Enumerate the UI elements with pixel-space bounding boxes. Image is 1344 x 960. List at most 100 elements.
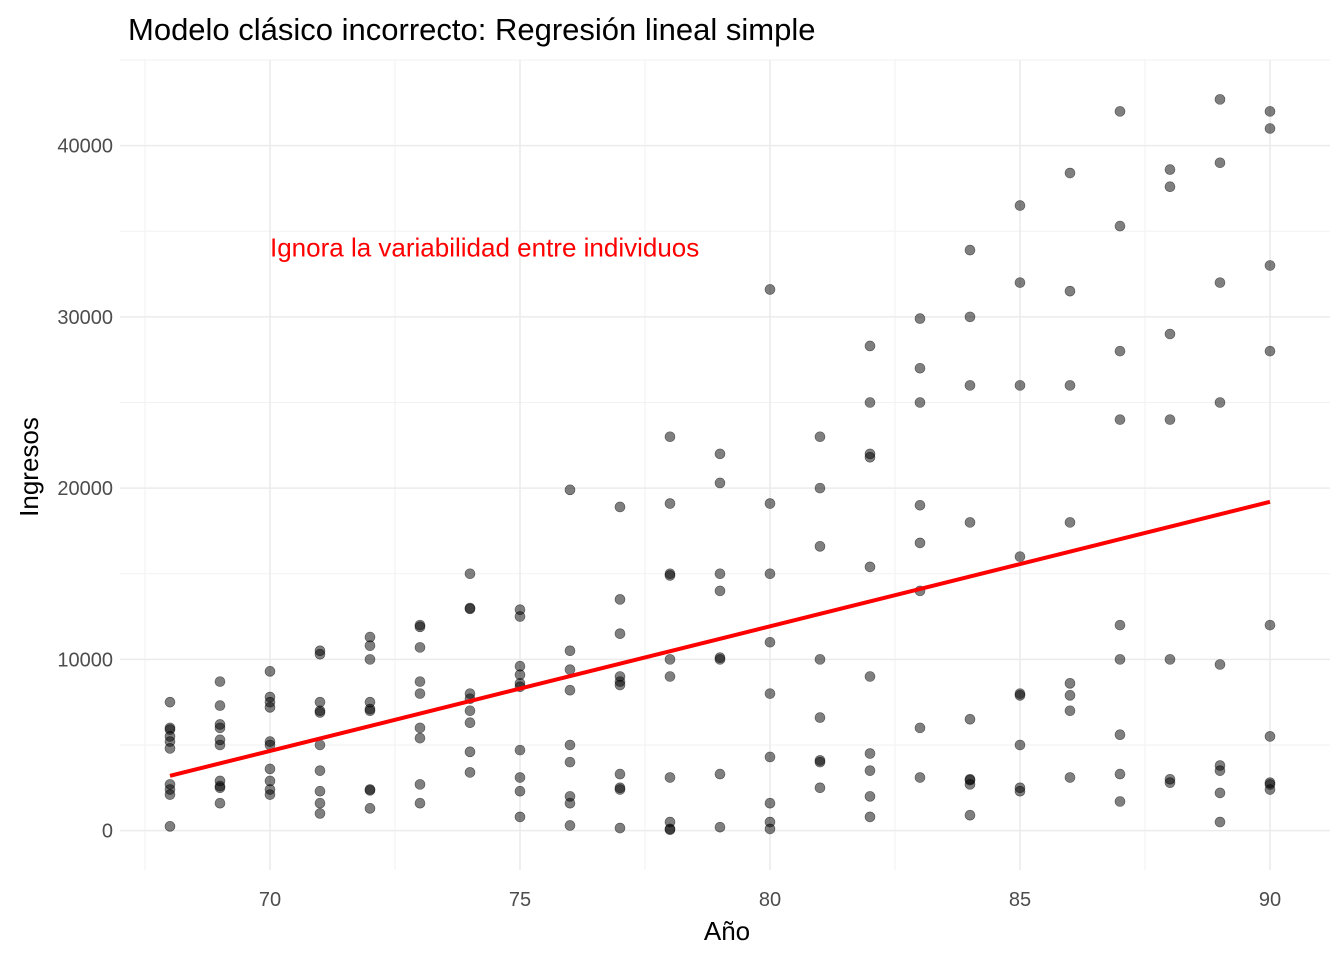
data-point <box>1164 777 1176 788</box>
data-point <box>764 823 776 835</box>
data-point <box>1064 705 1076 717</box>
data-point <box>164 821 176 832</box>
data-point <box>1214 277 1226 288</box>
data-point <box>914 362 926 374</box>
data-point <box>714 768 726 780</box>
chart-title: Modelo clásico incorrecto: Regresión lin… <box>128 12 815 47</box>
data-point <box>464 767 476 778</box>
data-point <box>814 782 826 794</box>
data-point <box>1214 816 1226 828</box>
data-point <box>1064 517 1076 528</box>
data-point <box>564 684 576 696</box>
data-point <box>614 822 626 834</box>
data-point <box>964 244 976 256</box>
data-point <box>564 820 576 831</box>
data-point <box>164 743 176 754</box>
data-point <box>614 768 626 780</box>
data-point <box>814 712 826 723</box>
data-point <box>264 763 276 775</box>
data-point <box>464 705 476 717</box>
data-point <box>1114 345 1126 357</box>
data-point <box>214 676 226 687</box>
data-point <box>764 688 776 699</box>
data-point <box>464 603 476 615</box>
data-point <box>964 714 976 725</box>
data-point <box>614 594 626 605</box>
data-point <box>714 654 726 665</box>
data-point <box>814 541 826 552</box>
data-point <box>764 568 776 580</box>
data-point <box>864 397 876 408</box>
data-point <box>614 501 626 513</box>
data-point <box>1264 619 1276 631</box>
data-point <box>914 722 926 734</box>
data-point <box>1264 106 1276 117</box>
data-point <box>214 782 226 794</box>
data-point <box>414 797 426 809</box>
data-point <box>314 797 326 809</box>
data-point <box>214 739 226 751</box>
data-point <box>214 797 226 809</box>
data-point <box>914 397 926 408</box>
data-point <box>414 688 426 699</box>
data-point <box>1114 768 1126 780</box>
data-point <box>264 702 276 713</box>
data-point <box>364 705 376 717</box>
y-tick-label: 40000 <box>57 136 113 158</box>
data-point <box>564 484 576 496</box>
data-point <box>914 537 926 549</box>
regression-line <box>169 499 1271 778</box>
data-point <box>264 666 276 677</box>
data-point <box>1064 690 1076 701</box>
data-point <box>764 284 776 295</box>
data-point <box>564 797 576 809</box>
chart-annotation: Ignora la variabilidad entre individuos <box>270 232 699 262</box>
data-point <box>764 797 776 809</box>
data-point <box>364 803 376 814</box>
data-point <box>464 717 476 729</box>
data-point <box>1164 181 1176 193</box>
data-point <box>1264 731 1276 742</box>
data-point <box>264 789 276 800</box>
data-point <box>814 756 826 768</box>
data-point <box>664 431 676 443</box>
data-point <box>1064 772 1076 783</box>
data-point <box>664 671 676 682</box>
data-point <box>964 380 976 391</box>
data-point <box>1114 106 1126 117</box>
data-point <box>1214 397 1226 408</box>
data-point <box>564 756 576 768</box>
data-point <box>1164 164 1176 175</box>
data-point <box>664 772 676 783</box>
data-point <box>764 636 776 648</box>
data-point <box>1214 787 1226 799</box>
data-point <box>1014 739 1026 751</box>
x-tick-label: 85 <box>1009 889 1031 911</box>
data-point <box>564 645 576 657</box>
data-point <box>1264 123 1276 134</box>
data-point <box>514 744 526 756</box>
data-point <box>664 498 676 509</box>
data-point <box>714 585 726 597</box>
data-point <box>614 679 626 691</box>
data-point <box>964 311 976 323</box>
data-point <box>1014 551 1026 562</box>
data-point <box>864 451 876 463</box>
data-point <box>864 340 876 352</box>
data-point <box>414 676 426 687</box>
data-point <box>164 789 176 800</box>
data-point <box>914 499 926 511</box>
x-tick-label: 90 <box>1259 889 1281 911</box>
data-point <box>864 671 876 682</box>
data-point <box>314 739 326 751</box>
data-point <box>414 779 426 790</box>
data-point <box>1064 167 1076 179</box>
data-point <box>864 748 876 759</box>
data-point <box>464 746 476 758</box>
data-point <box>1114 220 1126 232</box>
data-point <box>1064 285 1076 297</box>
data-point <box>914 772 926 783</box>
data-point <box>514 772 526 783</box>
data-point <box>314 648 326 660</box>
